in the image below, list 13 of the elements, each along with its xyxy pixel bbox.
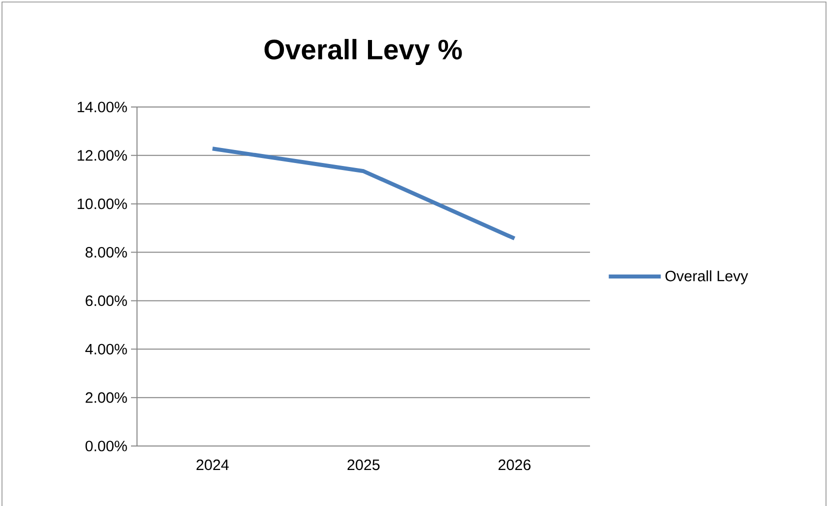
- y-tick-label: 8.00%: [86, 246, 127, 258]
- y-tick-label: 12.00%: [78, 150, 127, 161]
- y-tick-label: 4.00%: [85, 344, 127, 354]
- y-tick-label: 10.00%: [78, 198, 127, 210]
- y-tick-label: 6.00%: [86, 295, 127, 306]
- x-tick-label: 2024: [196, 460, 229, 470]
- x-tick-label: 2026: [498, 460, 531, 470]
- y-tick-label: 0.00%: [86, 440, 127, 452]
- y-tick-label: 2.00%: [86, 392, 127, 403]
- chart-title: Overall Levy %: [264, 38, 462, 66]
- legend-label: Overall Levy: [665, 270, 748, 284]
- x-tick-label: 2025: [348, 460, 380, 470]
- y-tick-label: 14.00%: [78, 102, 127, 112]
